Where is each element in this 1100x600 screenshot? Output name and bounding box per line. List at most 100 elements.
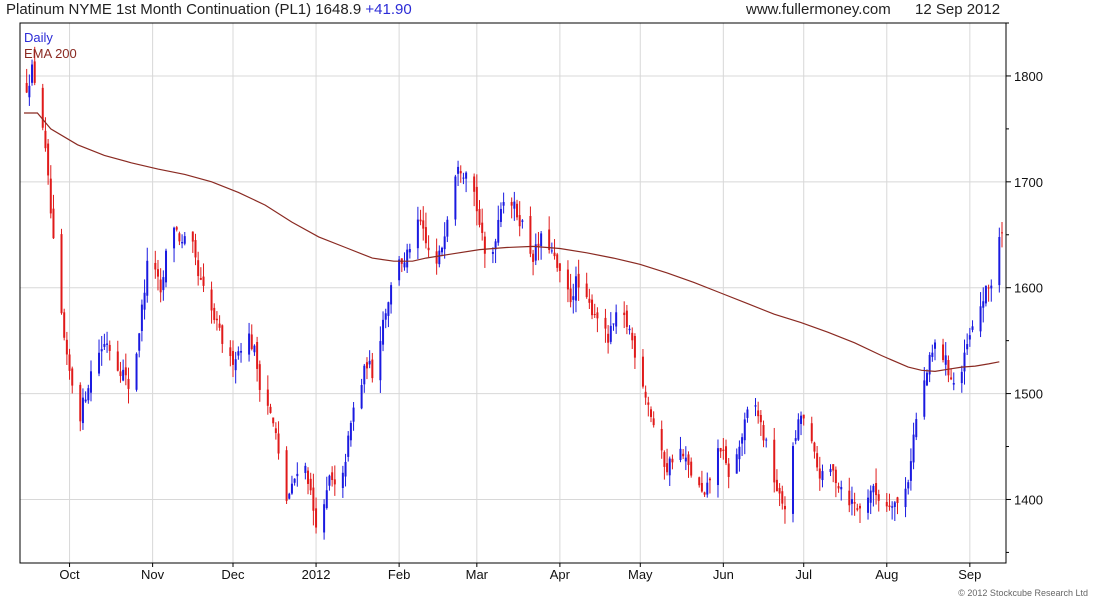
candle-body <box>540 233 543 247</box>
candle-body <box>250 334 253 350</box>
candle-body <box>754 405 757 407</box>
candle-body <box>422 220 425 229</box>
candle-body <box>537 243 540 247</box>
chart-title: Platinum NYME 1st Month Continuation (PL… <box>6 1 412 18</box>
candle-body <box>558 263 561 271</box>
candle-body <box>521 220 524 222</box>
candle-body <box>966 344 969 350</box>
candle-body <box>202 276 205 286</box>
candle-body <box>706 482 709 495</box>
candle-body <box>834 469 837 484</box>
candle-body <box>360 385 363 409</box>
candle-body <box>625 310 628 327</box>
candle-body <box>146 260 149 296</box>
candle-body <box>566 269 569 290</box>
candle-body <box>269 406 272 413</box>
y-tick-label: 1700 <box>1014 175 1043 190</box>
x-tick-label: Jul <box>795 567 812 582</box>
candle-body <box>344 461 347 477</box>
candle-body <box>440 247 443 253</box>
candle-body <box>103 344 106 347</box>
website-link[interactable]: www.fullermoney.com <box>746 1 891 18</box>
candle-body <box>382 319 385 345</box>
candle-body <box>240 350 243 353</box>
candle-body <box>349 422 352 441</box>
candle-body <box>387 302 390 316</box>
candle-body <box>446 219 449 237</box>
candle-body <box>390 285 393 305</box>
candle-body <box>591 299 594 316</box>
candle-body <box>84 399 87 402</box>
candle-body <box>127 378 130 389</box>
candle-body <box>47 143 50 176</box>
candle-body <box>274 428 277 434</box>
candle-body <box>194 240 197 258</box>
candle-body <box>668 458 671 476</box>
candle-body <box>982 301 985 308</box>
candle-body <box>253 345 256 353</box>
candle-body <box>810 423 813 442</box>
candle-body <box>165 250 168 283</box>
candle-body <box>81 397 84 424</box>
candle-body <box>909 461 912 481</box>
candle-body <box>215 318 218 321</box>
candle-body <box>323 504 326 533</box>
candle-body <box>923 380 926 417</box>
candle-body <box>550 250 553 252</box>
candle-body <box>848 490 851 506</box>
candle-body <box>609 325 612 342</box>
candle-body <box>178 233 181 242</box>
candle-body <box>682 453 685 457</box>
candle-body <box>660 428 663 451</box>
candle-body <box>229 347 232 357</box>
candle-body <box>928 354 931 375</box>
candle-body <box>33 61 36 83</box>
candle-body <box>837 486 840 489</box>
candle-body <box>135 353 138 390</box>
candle-body <box>106 343 109 345</box>
candle-body <box>138 333 141 351</box>
candle-body <box>454 176 457 220</box>
candle-body <box>237 351 240 356</box>
legend-ema: EMA 200 <box>24 46 77 61</box>
candle-body <box>698 477 701 486</box>
candle-body <box>585 283 588 298</box>
candle-body <box>108 344 111 351</box>
y-tick-label: 1400 <box>1014 492 1043 507</box>
candle-body <box>593 313 596 315</box>
candle-body <box>416 219 419 249</box>
candle-body <box>307 470 310 484</box>
candle-body <box>816 453 819 468</box>
candle-body <box>175 227 178 230</box>
candle-body <box>708 478 711 481</box>
candle-body <box>491 251 494 254</box>
candle-body <box>950 377 953 380</box>
candle-body <box>963 352 966 372</box>
candle-body <box>869 490 872 503</box>
candle-body <box>25 82 28 93</box>
candle-body <box>915 419 918 438</box>
candle-body <box>783 505 786 510</box>
candle-body <box>757 410 760 417</box>
candle-body <box>256 342 259 369</box>
candle-body <box>652 418 655 426</box>
candle-body <box>743 419 746 441</box>
candle-body <box>406 249 409 268</box>
candle-body <box>607 333 610 343</box>
candle-body <box>371 359 374 379</box>
candle-body <box>384 313 387 320</box>
candle-body <box>534 244 537 261</box>
candle-body <box>52 208 55 239</box>
candle-body <box>71 368 74 386</box>
candle-body <box>775 479 778 492</box>
candle-body <box>623 312 626 316</box>
candle-body <box>443 236 446 250</box>
candle-body <box>867 497 870 513</box>
candle-body <box>952 383 955 385</box>
candle-body <box>556 254 559 268</box>
candle-body <box>896 497 899 504</box>
candle-body <box>877 494 880 501</box>
candle-body <box>684 457 687 462</box>
candle-body <box>516 203 519 218</box>
candle-body <box>481 222 484 234</box>
